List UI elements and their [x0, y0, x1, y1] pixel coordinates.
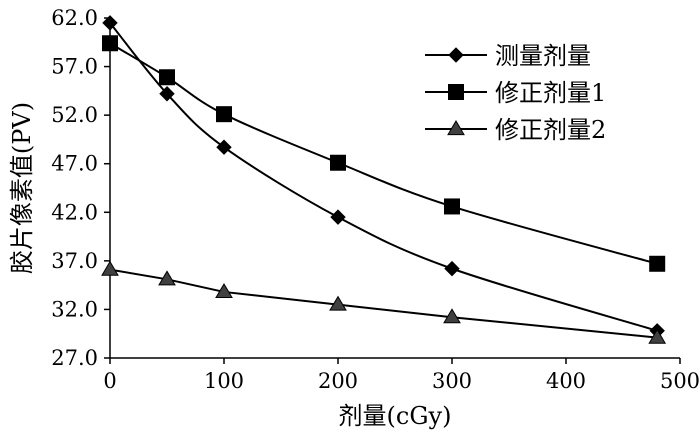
x-tick-label: 500: [660, 369, 700, 393]
legend-marker-diamond: [448, 47, 464, 63]
data-point-triangle: [329, 295, 347, 311]
y-tick-label: 27.0: [51, 346, 98, 370]
series-corrected-dose-2: [101, 260, 667, 344]
legend-label: 修正剂量1: [495, 79, 606, 107]
x-axis-title: 剂量(cGy): [339, 402, 452, 430]
series-corrected-dose-1: [102, 35, 666, 272]
x-tick-label: 300: [432, 369, 472, 393]
legend-marker-square: [448, 84, 464, 100]
data-point-square: [444, 198, 460, 215]
y-tick-label: 32.0: [51, 297, 98, 321]
y-tick-label: 57.0: [51, 55, 98, 79]
data-point-diamond: [102, 15, 118, 31]
legend-label: 测量剂量: [495, 42, 591, 70]
series-line: [109, 268, 658, 339]
series-layer: [101, 15, 667, 344]
x-ticks: 0 100 200 300 400 500: [103, 358, 700, 393]
x-tick-label: 200: [318, 369, 358, 393]
data-point-square: [330, 154, 346, 171]
data-point-triangle: [443, 308, 461, 324]
y-tick-label: 62.0: [51, 6, 98, 30]
plot-area: [109, 18, 680, 359]
series-line: [109, 42, 658, 265]
y-tick-label: 52.0: [51, 103, 98, 127]
legend-marker-triangle: [447, 120, 465, 136]
data-point-diamond: [159, 86, 175, 102]
data-point-square: [102, 35, 118, 52]
data-point-diamond: [444, 260, 460, 277]
y-tick-label: 37.0: [51, 249, 98, 273]
x-tick-label: 0: [103, 369, 116, 393]
data-point-diamond: [330, 209, 346, 225]
data-point-triangle: [101, 260, 119, 276]
legend-label: 修正剂量2: [495, 116, 606, 144]
y-tick-label: 42.0: [51, 200, 98, 224]
y-axis-title: 胶片像素值(PV): [8, 102, 36, 274]
data-point-square: [216, 106, 232, 123]
data-point-square: [159, 69, 175, 86]
data-point-triangle: [648, 328, 667, 344]
x-tick-label: 100: [204, 369, 244, 393]
x-tick-label: 400: [546, 369, 586, 393]
data-point-triangle: [158, 270, 176, 286]
y-tick-label: 47.0: [51, 152, 98, 176]
data-point-triangle: [215, 282, 233, 299]
y-ticks: 27.0 32.0 37.0 42.0 47.0 52.0 57.0 62.0: [51, 6, 110, 370]
data-point-diamond: [216, 139, 232, 155]
data-point-square: [649, 255, 666, 272]
